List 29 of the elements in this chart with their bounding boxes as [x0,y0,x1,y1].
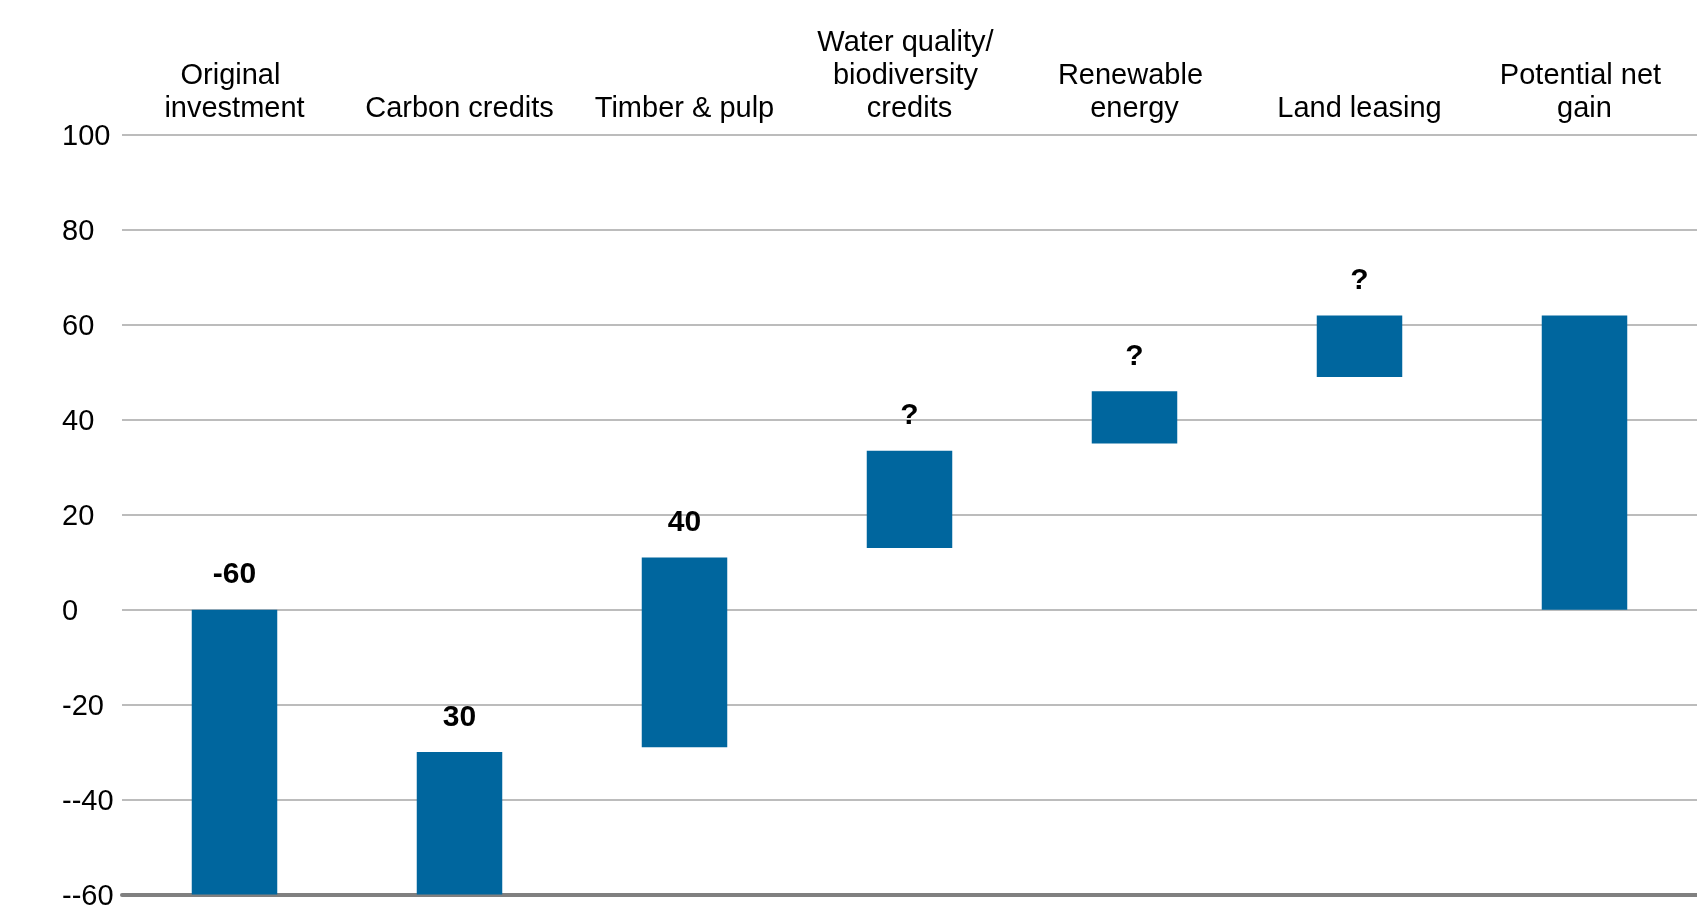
bar [1541,315,1628,610]
bar [866,450,953,548]
data-label: ? [900,397,919,431]
y-tick-label: 0 [62,593,79,626]
y-tick-label: --40 [62,783,114,816]
bar [641,557,728,748]
x-tick-label: Timber & pulp [594,90,775,123]
x-tick-label: Carbon credits [365,90,554,123]
data-label: -60 [212,556,257,590]
bar [1316,315,1403,378]
bar [1091,391,1178,444]
x-tick-label: Renewable energy [1057,57,1212,123]
data-label: ? [1350,261,1369,295]
y-tick-label: -20 [62,688,104,721]
y-tick-label: 80 [62,213,95,246]
data-label: ? [1125,337,1144,371]
data-label: 30 [442,698,477,732]
x-tick-label: Potential net gain [1499,57,1670,123]
y-tick-label: --60 [62,878,114,909]
x-tick-label: Original investment [164,57,305,123]
y-tick-label: 100 [62,119,111,151]
y-tick-label: 60 [62,308,95,341]
y-tick-label: 20 [62,498,95,531]
data-label: 40 [667,503,702,537]
bar [416,752,503,895]
bar [191,609,278,895]
x-tick-label: Land leasing [1277,90,1442,123]
x-tick-label: Water quality/ biodiversity credits [817,24,1002,123]
y-tick-label: 40 [62,403,95,436]
